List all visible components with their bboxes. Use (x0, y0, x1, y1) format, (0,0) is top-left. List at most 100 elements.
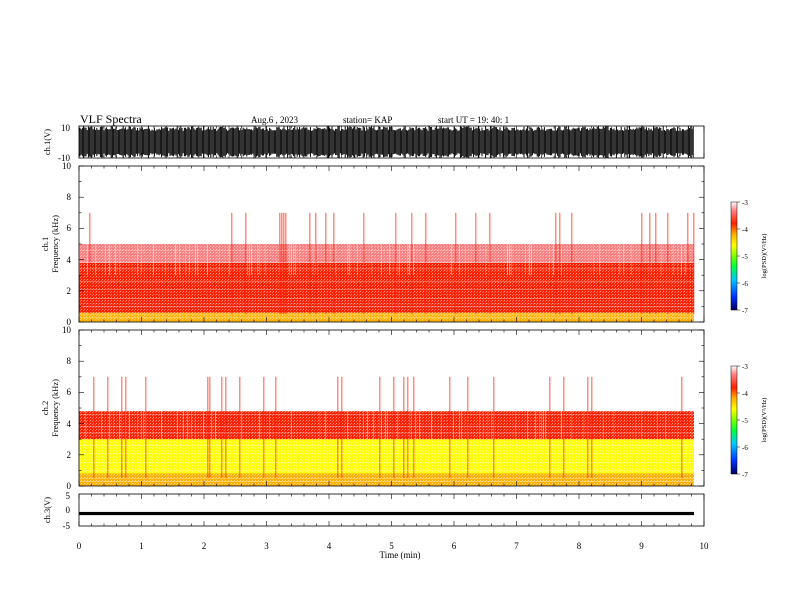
spectrogram-streak (231, 212, 233, 315)
spectrogram-streak (207, 376, 209, 479)
spectrogram-streak (197, 166, 198, 276)
spectrogram-streak (315, 212, 317, 315)
spectrogram-streak (229, 166, 230, 276)
spectrogram-streak (325, 330, 326, 440)
spectrogram-streak (407, 376, 409, 479)
spectrogram-streak (359, 330, 360, 440)
spectrogram-streak (379, 376, 381, 479)
spectrogram-streak (453, 330, 454, 440)
spectrogram-streak (363, 212, 365, 315)
spectrogram-streak (399, 166, 400, 276)
spectrogram-streak (385, 330, 386, 440)
ch1-colorbar-label: log(PSD)(V²/Hz) (761, 234, 768, 279)
spectrogram-streak (515, 330, 516, 440)
spectrogram-streak (137, 330, 138, 440)
spectrogram-streak (337, 376, 339, 479)
spectrogram-streak (95, 166, 96, 276)
ch1-waveform-ylabel: ch.1(V) (42, 129, 52, 155)
spectrogram-streak (655, 212, 657, 315)
spectrogram-streak (317, 166, 318, 276)
spectrogram-streak (79, 166, 80, 276)
spectrogram-streak (525, 166, 526, 276)
ch3-waveform-trace (79, 511, 694, 516)
ch2-spectrogram-panel: 0 2 4 6 8 10 ch.2 Frequency (kHz) (40, 325, 705, 491)
time-tick-8: 8 (577, 541, 582, 551)
spectrogram-streak (363, 330, 364, 440)
spectrogram-streak (467, 376, 469, 479)
spectrogram-streak (183, 330, 184, 440)
spectrogram-streak (571, 330, 572, 440)
ch1-waveform-panel: 10 -10 ch.1(V) (42, 123, 705, 163)
spectrogram-streak (545, 330, 546, 440)
ch2-colorbar-tick-6: -6 (742, 444, 748, 452)
spectrogram-streak (631, 166, 632, 276)
spectrogram-streak (641, 330, 642, 440)
ch1-axis-ticks (78, 126, 705, 158)
spectrogram-streak (397, 166, 398, 276)
time-tick-3: 3 (264, 541, 269, 551)
spectrogram-streak (409, 330, 410, 440)
spectrogram-streak (107, 376, 109, 479)
spectrogram-streak (387, 330, 388, 440)
spectrogram-streak (487, 330, 488, 440)
spectrogram-streak (291, 166, 292, 276)
ch2-spectrogram-axis-ticks (78, 329, 705, 487)
time-tick-6: 6 (452, 541, 457, 551)
spectrogram-streak (635, 330, 636, 440)
spectrogram-streak (349, 166, 350, 276)
spectrogram-streak (489, 212, 491, 315)
ch1-colorbar-tick-max: -3 (742, 199, 748, 207)
ch3-waveform-panel: 5 0 -5 ch.3(V) (42, 491, 705, 531)
spectrogram-streak (681, 376, 683, 479)
time-tick-1: 1 (139, 541, 144, 551)
spectrogram-streak (485, 166, 486, 276)
ch3-axis-ticks (78, 494, 705, 526)
spectrogram-streak (509, 166, 510, 276)
spectrogram-streak (677, 330, 678, 440)
spectrogram-streak (381, 166, 382, 276)
spectrogram-streak (195, 166, 196, 276)
ch1-frequency-ylabel: Frequency (kHz) (50, 215, 60, 273)
ch1-freq-ytick-6: 6 (67, 223, 72, 233)
spectrogram-streak (539, 330, 540, 440)
spectrogram-streak (207, 166, 208, 276)
spectrogram-streak (693, 212, 695, 315)
spectrogram-streak (373, 330, 374, 440)
spectrogram-streak (89, 212, 91, 315)
ch2-freq-ytick-10: 10 (62, 325, 72, 335)
spectrogram-streak (179, 166, 180, 276)
spectrogram-streak (85, 330, 86, 440)
time-axis: 0 1 2 3 4 5 6 7 8 9 10 Time (min) (77, 541, 709, 560)
time-tick-5: 5 (389, 541, 394, 551)
ch3-ytick-mid: 0 (66, 505, 71, 515)
spectrogram-streak (543, 330, 544, 440)
ch1-waveform-line (79, 126, 694, 158)
spectrogram-streak (269, 330, 270, 440)
spectrogram-streak (293, 166, 294, 276)
spectrogram-streak (419, 330, 420, 440)
spectrogram-streak (459, 330, 460, 440)
ch2-colorbar-label: log(PSD)(V²/Hz) (761, 398, 768, 443)
spectrogram-streak (531, 166, 532, 276)
spectrogram-streak (673, 166, 674, 276)
time-tick-0: 0 (77, 541, 82, 551)
spectrogram-streak (527, 330, 528, 440)
spectrogram-streak (335, 166, 336, 276)
spectrogram-streak (591, 376, 593, 479)
ch2-colorbar-tick-min: -7 (742, 471, 748, 479)
spectrogram-streak (411, 330, 412, 440)
time-tick-2: 2 (202, 541, 207, 551)
figure-title: VLF Spectra (80, 112, 142, 126)
ch2-colorbar-tick-5: -5 (742, 417, 748, 425)
spectrogram-streak (559, 212, 561, 315)
spectrogram-streak (137, 166, 138, 276)
ch2-freq-ytick-0: 0 (67, 481, 72, 491)
ch2-spectrogram-heatmap (79, 330, 694, 486)
spectrogram-streak (561, 330, 562, 440)
spectrogram-streak (449, 376, 451, 479)
ch2-colorbar-tick-max: -3 (742, 363, 748, 371)
ch1-colorbar-tick-6: -6 (742, 280, 748, 288)
spectrogram-streak (313, 166, 314, 276)
spectrogram-streak (511, 166, 512, 276)
spectrogram-streak (451, 166, 452, 276)
